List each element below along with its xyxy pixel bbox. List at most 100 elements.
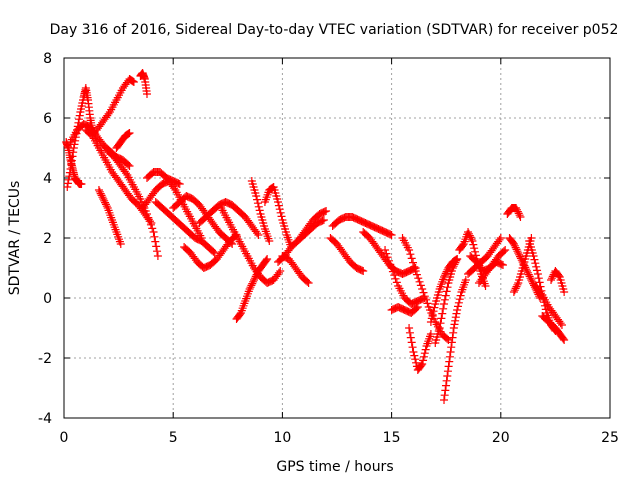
data-point (420, 292, 429, 301)
data-point (418, 360, 427, 368)
x-tick-label: 5 (169, 430, 178, 446)
series-arc41 (531, 282, 566, 329)
data-point (452, 256, 461, 265)
series-arc15 (195, 198, 263, 239)
data-point (408, 343, 417, 352)
axis-ticks: 0 5 10 15 20 25 -4 -2 0 2 4 6 8 (38, 51, 619, 446)
data-point (458, 241, 467, 250)
data-point (274, 198, 283, 206)
data-point (464, 228, 473, 236)
data-point (450, 320, 459, 329)
data-point (514, 209, 523, 218)
y-tick-label: 6 (43, 111, 52, 127)
series-arc11 (142, 168, 184, 188)
data-point (175, 180, 184, 188)
data-point (274, 268, 283, 277)
data-point (450, 260, 459, 269)
data-point (429, 307, 438, 316)
data-point (102, 202, 111, 211)
data-point (451, 316, 460, 325)
x-axis-label: GPS time / hours (276, 459, 393, 475)
data-point (438, 309, 447, 318)
data-point (556, 319, 565, 328)
data-point (511, 243, 520, 252)
data-point (104, 109, 113, 118)
data-point (149, 228, 158, 236)
data-point (417, 361, 426, 370)
data-point (391, 274, 400, 283)
data-point (150, 232, 159, 241)
data-point (448, 264, 457, 272)
y-tick-label: 2 (43, 231, 52, 247)
data-point (69, 148, 78, 157)
data-point (440, 295, 449, 304)
data-point (251, 272, 260, 281)
data-point (446, 348, 455, 356)
data-point (427, 314, 436, 323)
data-point (412, 270, 421, 279)
series-arc22 (295, 207, 331, 242)
data-point (276, 208, 285, 217)
data-point (263, 255, 272, 263)
data-point (535, 278, 544, 287)
data-point (559, 334, 568, 343)
data-point (536, 289, 545, 298)
data-point (449, 262, 458, 271)
data-point (67, 160, 76, 169)
data-point (96, 189, 105, 198)
data-point (253, 195, 262, 204)
data-point (412, 304, 421, 313)
data-point (420, 349, 429, 358)
data-point (527, 276, 536, 284)
data-point (471, 247, 480, 256)
data-point (359, 267, 368, 275)
data-point (530, 255, 539, 264)
data-point (441, 291, 450, 300)
data-point (405, 246, 414, 254)
data-point (236, 310, 245, 319)
data-point (116, 240, 125, 248)
data-point (510, 241, 519, 250)
data-point (248, 279, 257, 288)
data-point (531, 259, 540, 268)
data-point (512, 245, 521, 254)
data-point (245, 285, 254, 293)
data-point (250, 274, 259, 283)
data-point (451, 313, 460, 322)
data-point (384, 256, 393, 265)
data-point (262, 256, 271, 265)
data-point (67, 156, 76, 165)
data-point (512, 204, 521, 212)
data-point (418, 285, 427, 293)
series-arc42 (538, 312, 569, 344)
data-point (71, 136, 80, 145)
data-point (146, 220, 155, 229)
data-point (465, 231, 474, 240)
data-point (101, 198, 110, 207)
data-point (526, 274, 535, 283)
data-point (413, 303, 422, 311)
data-point (319, 216, 328, 224)
x-tick-label: 25 (601, 430, 619, 446)
series-arc43 (547, 267, 569, 296)
data-point (97, 191, 106, 200)
data-point (442, 376, 451, 385)
series-arc7 (94, 186, 125, 248)
data-point (405, 324, 414, 332)
data-point (153, 252, 162, 260)
data-point (144, 213, 153, 222)
data-point (441, 386, 450, 395)
data-point (510, 286, 519, 295)
data-point (511, 284, 520, 293)
series-arc10 (138, 177, 206, 242)
data-point (534, 274, 543, 283)
data-point (95, 187, 104, 196)
data-point (426, 318, 435, 326)
data-point (513, 207, 522, 216)
data-point (64, 175, 73, 184)
data-point (453, 306, 462, 314)
data-point (65, 168, 74, 177)
data-point (407, 338, 416, 347)
data-point (387, 264, 396, 272)
series-arc4 (81, 126, 156, 227)
